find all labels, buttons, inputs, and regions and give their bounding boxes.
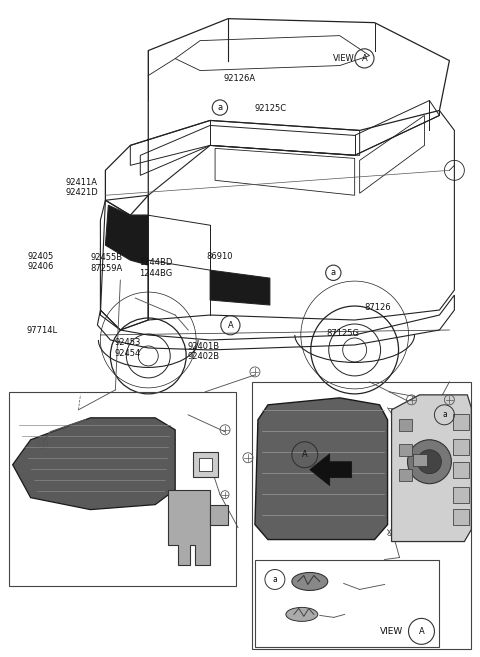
Text: a: a xyxy=(442,411,447,419)
Polygon shape xyxy=(255,398,387,539)
FancyBboxPatch shape xyxy=(454,462,469,478)
Text: A: A xyxy=(419,627,424,636)
FancyBboxPatch shape xyxy=(454,439,469,455)
Text: VIEW: VIEW xyxy=(380,627,403,636)
Circle shape xyxy=(418,450,442,474)
Text: 86910: 86910 xyxy=(206,252,233,261)
Text: a: a xyxy=(273,575,277,584)
Polygon shape xyxy=(168,489,210,564)
Text: 92401B
92402B: 92401B 92402B xyxy=(187,342,219,361)
Text: 92455B
87259A: 92455B 87259A xyxy=(91,253,123,273)
Text: 92411A
92421D: 92411A 92421D xyxy=(65,178,98,197)
Polygon shape xyxy=(193,452,218,477)
Text: 1244BD
1244BG: 1244BD 1244BG xyxy=(140,258,173,278)
Ellipse shape xyxy=(286,608,318,622)
FancyBboxPatch shape xyxy=(398,468,412,481)
FancyBboxPatch shape xyxy=(454,487,469,503)
Polygon shape xyxy=(199,458,212,470)
Polygon shape xyxy=(210,505,228,524)
Polygon shape xyxy=(310,454,352,486)
Polygon shape xyxy=(210,270,270,305)
Text: a: a xyxy=(331,268,336,277)
FancyBboxPatch shape xyxy=(398,443,412,456)
Text: a: a xyxy=(217,103,222,112)
Text: 92126A: 92126A xyxy=(223,74,255,83)
Text: 92125C: 92125C xyxy=(254,104,287,114)
Polygon shape xyxy=(392,395,471,541)
Polygon shape xyxy=(106,205,148,265)
Text: A: A xyxy=(228,321,233,330)
Text: A: A xyxy=(361,54,367,63)
FancyBboxPatch shape xyxy=(398,419,412,431)
FancyBboxPatch shape xyxy=(413,454,428,466)
Polygon shape xyxy=(12,418,175,510)
Text: 87126: 87126 xyxy=(364,303,391,312)
Text: VIEW: VIEW xyxy=(333,54,355,63)
Text: 92453
92454: 92453 92454 xyxy=(115,338,141,358)
Circle shape xyxy=(408,440,451,484)
Text: 87125G: 87125G xyxy=(326,329,359,338)
Text: A: A xyxy=(302,450,308,459)
Text: 97714L: 97714L xyxy=(26,326,57,335)
FancyBboxPatch shape xyxy=(454,414,469,430)
FancyBboxPatch shape xyxy=(454,509,469,524)
Ellipse shape xyxy=(292,572,328,591)
Text: 92405
92406: 92405 92406 xyxy=(27,252,53,271)
